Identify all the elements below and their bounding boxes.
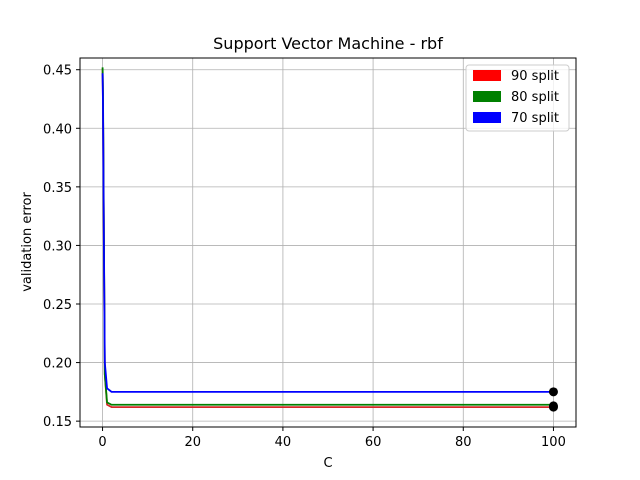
x-tick-label: 100	[541, 435, 566, 450]
x-tick-label: 80	[455, 435, 472, 450]
y-tick-label: 0.40	[43, 122, 72, 137]
legend-swatch	[473, 70, 501, 81]
y-tick-label: 0.20	[43, 357, 72, 372]
x-tick-label: 0	[98, 435, 106, 450]
x-axis-ticks: 0 20 40 60 80 100	[98, 427, 566, 450]
y-tick-label: 0.15	[43, 415, 72, 430]
series-lines	[101, 67, 554, 408]
legend: 90 split 80 split 70 split	[465, 64, 570, 132]
y-tick-label: 0.45	[43, 64, 72, 79]
chart-title: Support Vector Machine - rbf	[213, 34, 443, 53]
x-tick-label: 60	[365, 435, 382, 450]
legend-swatch	[473, 112, 501, 123]
y-tick-label: 0.30	[43, 239, 72, 254]
y-tick-label: 0.35	[43, 181, 72, 196]
y-tick-label: 0.25	[43, 298, 72, 313]
series-line-3	[101, 73, 554, 393]
grid	[80, 58, 576, 427]
x-tick-label: 20	[184, 435, 201, 450]
y-axis-ticks: 0.15 0.20 0.25 0.30 0.35 0.40 0.45	[43, 64, 80, 430]
x-tick-label: 40	[275, 435, 292, 450]
legend-label: 80 split	[511, 90, 559, 105]
legend-label: 90 split	[511, 69, 559, 84]
y-axis-title: validation error	[20, 192, 35, 292]
legend-label: 70 split	[511, 111, 559, 126]
x-axis-title: C	[323, 456, 332, 471]
end-markers	[548, 387, 558, 412]
plot-frame	[79, 57, 577, 428]
end-point-marker	[548, 401, 558, 411]
end-point-marker	[548, 387, 558, 397]
legend-swatch	[473, 91, 501, 102]
